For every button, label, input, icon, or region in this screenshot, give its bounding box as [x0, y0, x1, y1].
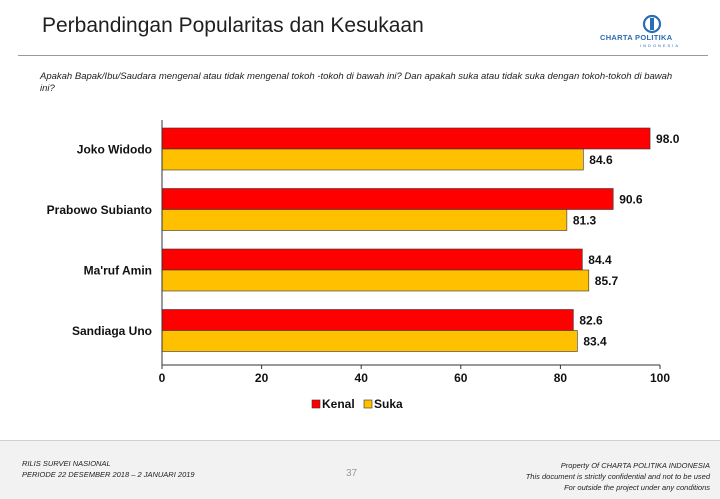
bar-kenal-2 [161, 248, 583, 271]
x-tick-label: 40 [355, 371, 369, 385]
legend-label: Suka [374, 397, 403, 411]
charta-politika-logo [642, 14, 662, 34]
data-label: 84.4 [588, 253, 612, 267]
logo-name: CHARTA POLITIKA [600, 33, 673, 42]
data-label: 98.0 [656, 132, 680, 146]
data-label: 81.3 [573, 214, 597, 228]
bar-suka-3 [161, 330, 578, 352]
footer [0, 440, 720, 499]
legend-swatch-kenal [311, 399, 321, 409]
footer-property: Property Of CHARTA POLITIKA INDONESIA [560, 461, 710, 470]
footer-right: Property Of CHARTA POLITIKA INDONESIA Th… [526, 460, 710, 493]
footer-survey-name: RILIS SURVEI NASIONAL [22, 459, 111, 468]
footer-conditions: For outside the project under any condit… [564, 483, 710, 492]
x-tick-label: 80 [554, 371, 568, 385]
bar-chart: 98.0 84.6 Joko Widodo 90.6 81.3 Prabowo Subia… [47, 120, 680, 411]
footer-left: RILIS SURVEI NASIONAL PERIODE 22 DESEMBE… [22, 458, 195, 480]
page-title: Perbandingan Popularitas dan Kesukaan [42, 14, 424, 37]
bar-suka-2 [161, 269, 590, 292]
legend-swatch-suka [363, 399, 373, 409]
x-tick-label: 60 [454, 371, 468, 385]
survey-question: Apakah Bapak/Ibu/Saudara mengenal atau t… [40, 71, 673, 94]
bar-kenal-1 [161, 188, 614, 210]
data-label: 82.6 [579, 314, 603, 328]
category-label: Sandiaga Uno [72, 324, 152, 338]
bar-suka-1 [161, 209, 568, 231]
title-divider [18, 55, 708, 56]
category-label: Joko Widodo [77, 143, 152, 157]
bar-kenal-0 [161, 127, 651, 150]
legend-label: Kenal [322, 397, 355, 411]
data-label: 84.6 [589, 153, 613, 167]
footer-confidential: This document is strictly confidential a… [525, 472, 710, 481]
data-label: 90.6 [619, 193, 643, 207]
logo-sub: INDONESIA [640, 43, 681, 48]
x-tick-label: 100 [650, 371, 670, 385]
x-tick-label: 0 [159, 371, 166, 385]
x-tick-label: 20 [255, 371, 269, 385]
data-label: 83.4 [583, 335, 607, 349]
bar-suka-0 [161, 148, 584, 171]
category-label: Ma'ruf Amin [84, 264, 152, 278]
category-label: Prabowo Subianto [47, 203, 152, 217]
page-number: 37 [346, 468, 358, 479]
bar-kenal-3 [161, 309, 574, 331]
data-label: 85.7 [595, 274, 619, 288]
footer-period: PERIODE 22 DESEMBER 2018 – 2 JANUARI 201… [22, 470, 195, 479]
